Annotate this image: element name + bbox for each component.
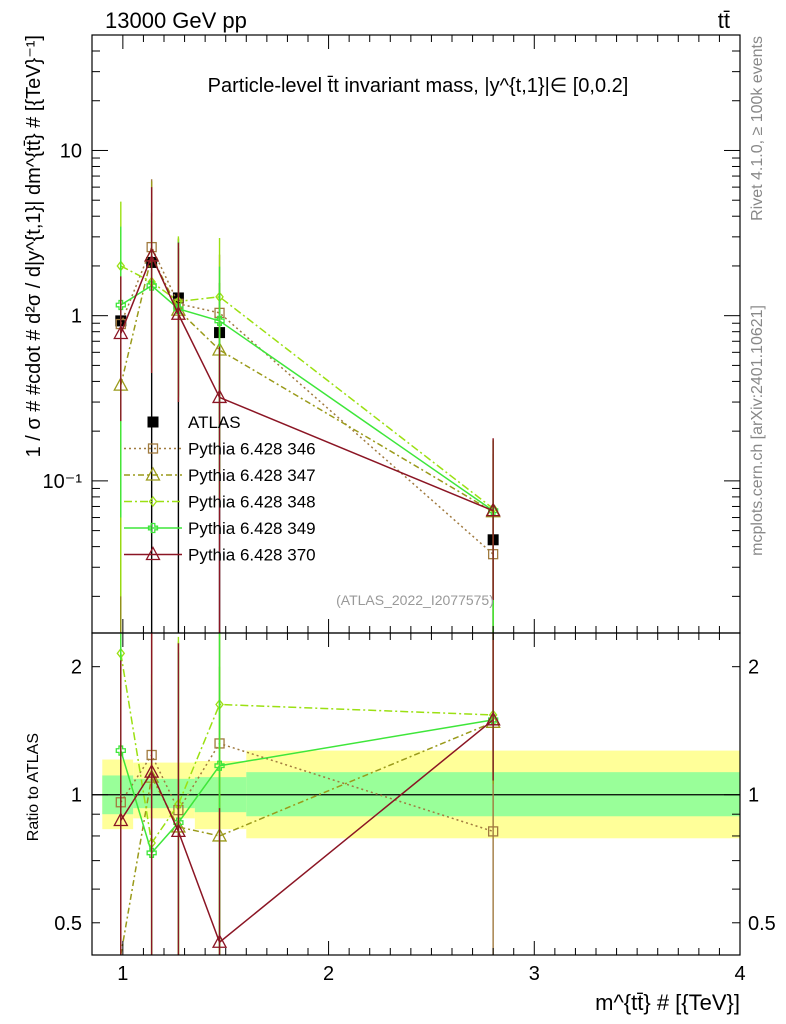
analysis-watermark: (ATLAS_2022_I2077575) xyxy=(336,592,494,608)
y-tick-label-right: 0.5 xyxy=(748,913,776,935)
series-atlas xyxy=(115,212,499,633)
y-tick-label: 1 xyxy=(71,306,82,328)
legend-marker xyxy=(145,546,161,561)
plot-frame xyxy=(91,34,741,634)
mcplots-label: mcplots.cern.ch [arXiv:2401.10621] xyxy=(749,305,766,556)
data-point xyxy=(487,826,499,837)
data-point xyxy=(144,763,160,778)
legend-label: Pythia 6.428 348 xyxy=(188,493,316,512)
legend-item-pythia-6-428-349: Pythia 6.428 349 xyxy=(124,519,316,538)
series-pythia-6-428-347 xyxy=(113,181,501,633)
legend-item-atlas: ATLAS xyxy=(147,413,241,432)
ratio-y-axis-label: Ratio to ATLAS xyxy=(25,733,42,841)
series-pythia-6-428-348 xyxy=(116,201,498,633)
y-tick-label: 1 xyxy=(71,785,82,807)
data-point xyxy=(170,305,186,320)
data-point xyxy=(146,280,157,291)
x-tick-label: 1 xyxy=(117,963,128,985)
legend: ATLAS Pythia 6.428 346 Pythia 6.428 347 Pyt… xyxy=(124,413,316,565)
legend-marker xyxy=(147,522,159,534)
series-line xyxy=(120,719,494,944)
data-point xyxy=(113,325,129,340)
data-point xyxy=(214,760,225,771)
legend-label: ATLAS xyxy=(188,413,241,432)
x-axis-label: m^{tt̄} # [{TeV}] xyxy=(595,990,740,1015)
data-point xyxy=(146,847,157,859)
legend-item-pythia-6-428-348: Pythia 6.428 348 xyxy=(124,493,316,512)
y-tick-label-right: 1 xyxy=(748,785,759,807)
x-tick-label: 4 xyxy=(734,963,745,985)
series-line xyxy=(120,253,494,513)
series-pythia-6-428-370 xyxy=(113,633,501,955)
y-axis-label: 1 / σ # #cdot # d²σ / d|y^{t,1}| dm^{tt̄… xyxy=(23,35,45,457)
legend-label: Pythia 6.428 349 xyxy=(188,519,316,538)
data-point xyxy=(113,812,129,827)
series-pythia-6-428-346 xyxy=(115,179,499,633)
rivet-label: Rivet 4.1.0, ≥ 100k events xyxy=(749,36,766,221)
legend-label: Pythia 6.428 346 xyxy=(188,440,316,459)
y-tick-label: 0.5 xyxy=(54,913,82,935)
series-line xyxy=(120,653,494,845)
data-point xyxy=(115,299,126,311)
x-tick-label: 2 xyxy=(323,963,334,985)
data-point xyxy=(211,933,228,948)
legend-label: Pythia 6.428 347 xyxy=(188,466,316,485)
data-point xyxy=(485,502,501,517)
series-line xyxy=(120,254,494,512)
header-right: tt̄ xyxy=(718,8,730,33)
y-tick-label: 10⁻¹ xyxy=(43,471,83,493)
legend-marker xyxy=(148,495,158,508)
chart-title: Particle-level t̄t invariant mass, |y^{t… xyxy=(208,75,629,97)
data-point xyxy=(211,389,228,404)
series-pythia-6-428-370 xyxy=(113,187,501,633)
y-tick-label: 2 xyxy=(71,657,82,679)
legend-label: Pythia 6.428 370 xyxy=(188,546,316,565)
header-left: 13000 GeV pp xyxy=(105,8,247,33)
series-pythia-6-428-349 xyxy=(115,225,499,633)
y-tick-label: 10 xyxy=(60,140,82,162)
legend-marker xyxy=(147,443,159,454)
legend-item-pythia-6-428-370: Pythia 6.428 370 xyxy=(124,546,316,565)
ratio-panel: 0.5 0.5 1 1 2 2 1 2 3 4 m^{tt̄} # [{TeV}] Ratio to … xyxy=(25,632,776,1015)
data-point xyxy=(144,247,160,262)
x-tick-label: 3 xyxy=(529,963,540,985)
data-point xyxy=(115,745,126,756)
data-point xyxy=(173,303,184,314)
legend-marker xyxy=(145,466,161,481)
data-point xyxy=(485,711,501,726)
legend-item-pythia-6-428-346: Pythia 6.428 346 xyxy=(124,440,316,459)
legend-marker xyxy=(147,416,159,428)
main-panel: 10⁻¹ 1 10 Particle-level t̄t invariant mass… xyxy=(23,34,741,634)
plot-frame xyxy=(91,632,741,956)
y-tick-label-right: 2 xyxy=(748,657,759,679)
data-point xyxy=(170,823,186,838)
legend-item-pythia-6-428-347: Pythia 6.428 347 xyxy=(124,466,316,485)
data-point xyxy=(214,315,225,327)
series-line xyxy=(120,742,494,833)
